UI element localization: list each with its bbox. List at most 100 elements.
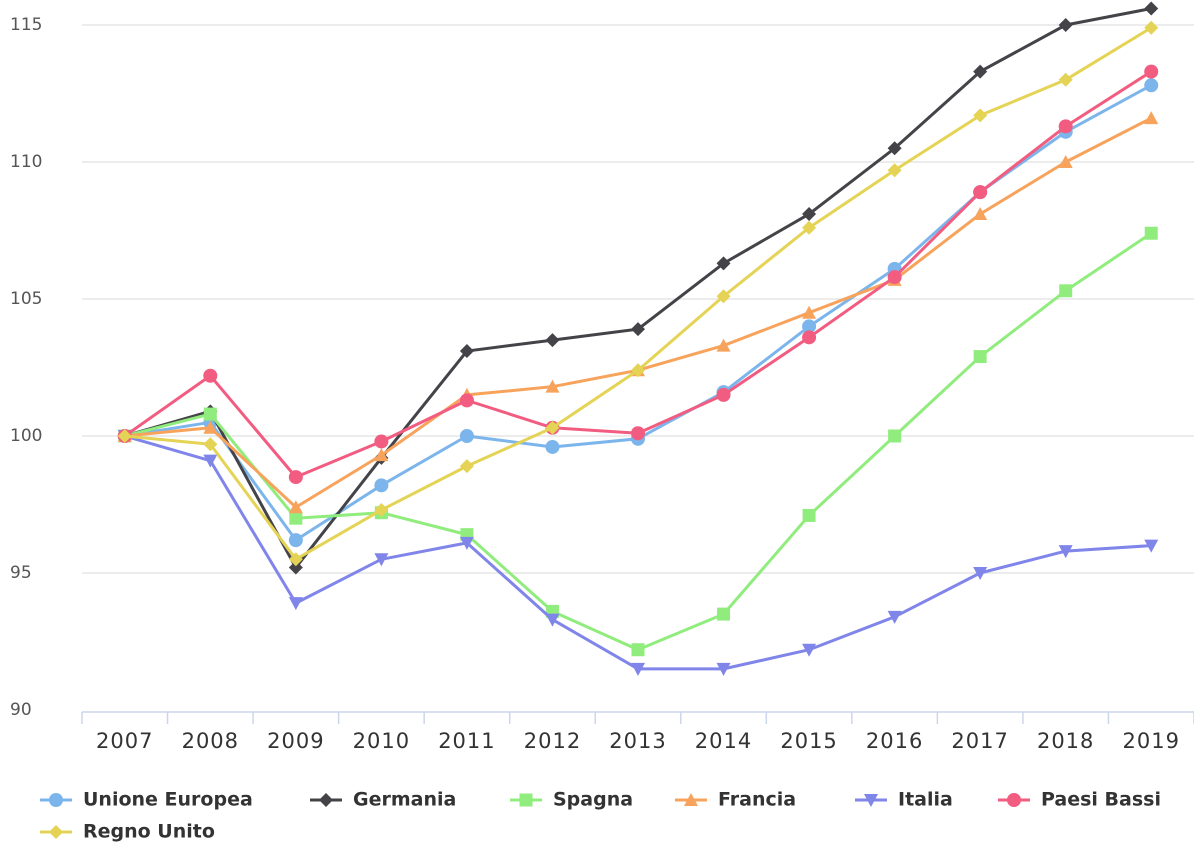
- point: [459, 344, 474, 359]
- point: [973, 108, 988, 123]
- point: [802, 305, 817, 319]
- point: [203, 368, 218, 383]
- point: [716, 256, 731, 271]
- point: [374, 478, 389, 493]
- point: [1144, 78, 1159, 93]
- point: [1144, 111, 1159, 125]
- legend-label: Francia: [718, 789, 796, 811]
- point: [887, 163, 902, 178]
- x-tick-label: 2017: [951, 729, 1008, 753]
- point: [973, 185, 988, 200]
- point: [1144, 226, 1158, 240]
- legend-label: Germania: [353, 789, 456, 811]
- legend-label: Paesi Bassi: [1041, 789, 1161, 811]
- point: [545, 379, 560, 393]
- legend-marker: [519, 793, 533, 807]
- point: [288, 533, 303, 548]
- legend-marker: [49, 825, 63, 839]
- point: [545, 333, 560, 348]
- point: [973, 64, 988, 79]
- point: [374, 502, 389, 517]
- line: [124, 7, 1152, 570]
- legend-label: Italia: [898, 789, 953, 811]
- x-tick-label: 2011: [438, 729, 495, 753]
- point: [716, 387, 731, 402]
- point: [374, 434, 389, 449]
- line: [124, 26, 1153, 561]
- point: [1058, 155, 1073, 168]
- point: [888, 429, 902, 443]
- point: [1058, 545, 1073, 559]
- line: [124, 434, 1152, 671]
- legend-marker: [684, 793, 698, 806]
- point: [631, 426, 645, 441]
- point: [716, 662, 731, 676]
- x-tick-label: 2019: [1123, 729, 1180, 753]
- point: [802, 220, 817, 235]
- x-tick-label: 2008: [182, 729, 239, 753]
- point: [545, 420, 560, 435]
- x-tick-label: 2009: [267, 729, 324, 753]
- legend-label: Regno Unito: [83, 821, 215, 843]
- x-tick-label: 2015: [780, 729, 837, 753]
- point: [459, 393, 474, 408]
- x-tick-label: 2010: [353, 729, 410, 753]
- point: [802, 207, 817, 222]
- x-tick-label: 2016: [866, 729, 923, 753]
- point: [288, 560, 303, 575]
- point: [203, 407, 217, 421]
- point: [973, 207, 988, 221]
- point: [887, 610, 902, 624]
- point: [631, 322, 645, 337]
- line: [123, 70, 1153, 479]
- point: [1059, 284, 1073, 298]
- y-tick-label: 90: [10, 700, 32, 720]
- point: [459, 459, 474, 474]
- line: [124, 116, 1152, 509]
- y-tick-label: 105: [10, 289, 42, 309]
- x-tick-label: 2012: [524, 729, 581, 753]
- point: [1058, 72, 1073, 87]
- point: [802, 319, 817, 334]
- point: [117, 429, 132, 443]
- point: [545, 613, 560, 627]
- point: [716, 338, 731, 352]
- point: [203, 454, 218, 468]
- x-tick-label: 2013: [609, 729, 666, 753]
- point: [288, 500, 303, 514]
- legend-marker: [864, 794, 878, 807]
- legend-label: Unione Europea: [83, 789, 253, 811]
- point: [1144, 20, 1159, 35]
- point: [887, 141, 902, 156]
- point: [631, 363, 645, 378]
- point: [459, 536, 474, 550]
- point: [1058, 18, 1073, 32]
- point: [459, 429, 474, 443]
- legend-marker: [319, 793, 333, 807]
- point: [289, 511, 303, 525]
- point: [203, 420, 218, 434]
- y-tick-label: 100: [10, 426, 42, 446]
- point: [288, 597, 303, 611]
- point: [374, 553, 389, 567]
- line: [124, 83, 1152, 542]
- point: [631, 662, 645, 676]
- point: [288, 552, 303, 567]
- point: [1144, 539, 1159, 553]
- legend-marker: [1007, 793, 1021, 807]
- point: [1144, 64, 1159, 79]
- point: [802, 643, 817, 657]
- x-tick-label: 2014: [695, 729, 752, 753]
- point: [802, 508, 816, 522]
- point: [203, 437, 218, 452]
- y-tick-label: 95: [10, 563, 32, 583]
- point: [887, 270, 902, 285]
- point: [1144, 1, 1159, 16]
- point: [374, 448, 389, 462]
- point: [288, 470, 303, 485]
- point: [631, 643, 645, 657]
- x-tick-label: 2007: [96, 729, 153, 753]
- point: [1058, 119, 1073, 134]
- y-tick-label: 115: [10, 15, 42, 35]
